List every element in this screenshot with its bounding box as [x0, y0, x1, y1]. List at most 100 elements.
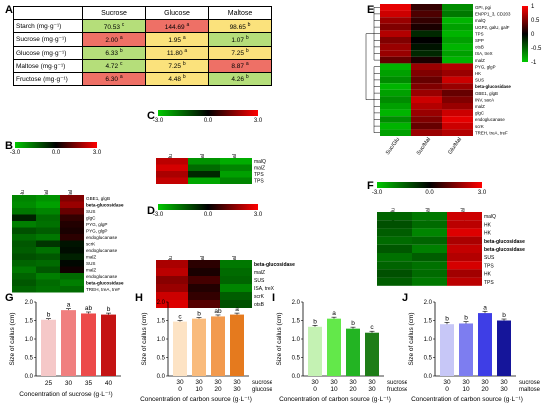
gene-label: malZ — [475, 104, 485, 109]
gene-label: endoglucanase — [86, 248, 118, 253]
heatmap-cell — [412, 236, 447, 245]
significance-letter: a — [67, 302, 71, 309]
heatmap-cell — [380, 89, 411, 97]
panel-label-i: I — [272, 292, 276, 304]
bar — [497, 320, 511, 376]
significance-letter: a — [483, 304, 487, 311]
heatmap-cell — [442, 76, 473, 84]
significance-letter: b — [313, 318, 317, 325]
heatmap-cell — [60, 234, 84, 241]
heatmap-cell — [60, 279, 84, 286]
heatmap-cell — [442, 89, 473, 97]
heatmap-cell — [156, 177, 188, 184]
significance-letter: b — [351, 320, 355, 327]
x-tick-label: 30 — [176, 379, 184, 386]
col-header-sucrose: Sucrose — [82, 5, 146, 21]
cell-value: 1.95 — [168, 37, 183, 45]
gene-label: ISA, treX — [254, 286, 275, 292]
heatmap-cell — [156, 276, 188, 284]
y-tick-label: 1.5 — [424, 319, 433, 325]
gene-label: malZ — [254, 270, 265, 276]
heatmap-cell — [411, 109, 442, 117]
heatmap-cell — [447, 261, 482, 270]
table-cell: 11.80 a — [145, 45, 209, 60]
heatmap-cell — [12, 227, 36, 234]
gene-label: SPP — [475, 38, 484, 43]
gene-label: ENPP1_3, CD203 — [475, 12, 511, 17]
bar — [440, 324, 454, 376]
heatmap-cell — [380, 116, 411, 123]
heatmap-cell — [220, 268, 252, 276]
table-cell: 6.30 a — [82, 71, 146, 87]
significance-letter: a — [119, 34, 123, 41]
x-tick-label: 0 — [445, 386, 449, 393]
significance-letter: a — [184, 48, 188, 55]
heatmap-cell — [447, 212, 482, 221]
heatmap-cell — [411, 30, 442, 37]
significance-letter: a — [332, 310, 336, 317]
gene-label: GBE1, glgB — [86, 196, 110, 201]
table-row: Maltose (mg·g⁻¹) 4.72 c 7.25 b 8.87 a — [13, 58, 272, 73]
bar-chart-j: Size of callus (cm)0.00.51.01.52.0b300b3… — [408, 300, 541, 403]
panel-label-f: F — [367, 180, 374, 192]
column-label: Suc/Mal — [416, 137, 432, 157]
heatmap-cell — [36, 234, 60, 241]
heatmap-cell — [36, 247, 60, 254]
gene-label: malQ — [475, 18, 486, 23]
heatmap-cell — [411, 10, 442, 18]
heatmap-cell — [377, 228, 412, 237]
heatmap-cell — [220, 292, 252, 300]
cell-value: 7.25 — [168, 63, 183, 71]
significance-letter: b — [247, 21, 251, 28]
y-tick-label: 1.0 — [25, 337, 34, 343]
legend-tick: 0.5 — [531, 18, 540, 24]
heatmap-cell — [412, 253, 447, 262]
panel-label-g: G — [5, 292, 14, 304]
heatmap-cell — [36, 253, 60, 260]
significance-letter: a — [235, 306, 239, 313]
gene-label: glgC — [475, 111, 484, 116]
gene-label: scrK — [475, 124, 484, 129]
y-tick-label: 0.0 — [292, 374, 301, 380]
heatmap-cell — [60, 266, 84, 273]
gene-label: INV, sacA — [475, 97, 494, 102]
x-tick-label: 30 — [311, 379, 319, 386]
x-axis-label: Concentration of carbon source (g·L⁻¹) — [279, 396, 391, 403]
heatmap-cell — [411, 4, 442, 11]
heatmap-cell — [220, 300, 252, 308]
heatmap-cell — [220, 260, 252, 268]
gene-label: TREH, treA, treF — [475, 130, 508, 135]
gene-label: scrK — [254, 294, 265, 300]
row-label: sucrose — [387, 380, 407, 386]
x-tick-label: 30 — [368, 386, 376, 393]
heatmap-cell — [12, 195, 36, 202]
row-label: Sucrose (mg·g⁻¹) — [13, 32, 83, 47]
heatmap-cell — [188, 284, 220, 292]
heatmap-cell — [380, 122, 411, 130]
heatmap-cell — [411, 83, 442, 90]
heatmap-cell — [442, 116, 473, 123]
table-cell: 70.53 c — [82, 19, 146, 34]
heatmap-cell — [442, 129, 473, 136]
heatmap-cell — [442, 43, 473, 51]
heatmap-cell — [377, 253, 412, 262]
heatmap-cell — [188, 300, 220, 308]
legend-tick: -3.0 — [153, 118, 164, 124]
panel-label-e: E — [367, 4, 375, 16]
heatmap-cell — [60, 240, 84, 247]
table-corner — [13, 5, 83, 21]
legend-tick: 0.0 — [425, 190, 434, 196]
legend-color-bar — [15, 142, 97, 148]
heatmap-cell — [442, 122, 473, 130]
gene-label: ISA, treX — [475, 51, 493, 56]
significance-letter: ab — [85, 305, 93, 312]
heatmap-cell — [188, 158, 220, 165]
heatmap-cell — [36, 266, 60, 273]
bar — [41, 319, 56, 376]
bar — [327, 318, 341, 376]
y-tick-label: 2.0 — [424, 300, 433, 306]
heatmap-cell — [12, 253, 36, 260]
legend-tick: 3.0 — [254, 212, 263, 218]
gene-label: GPI, pgi — [475, 5, 491, 10]
heatmap-cell — [156, 158, 188, 165]
